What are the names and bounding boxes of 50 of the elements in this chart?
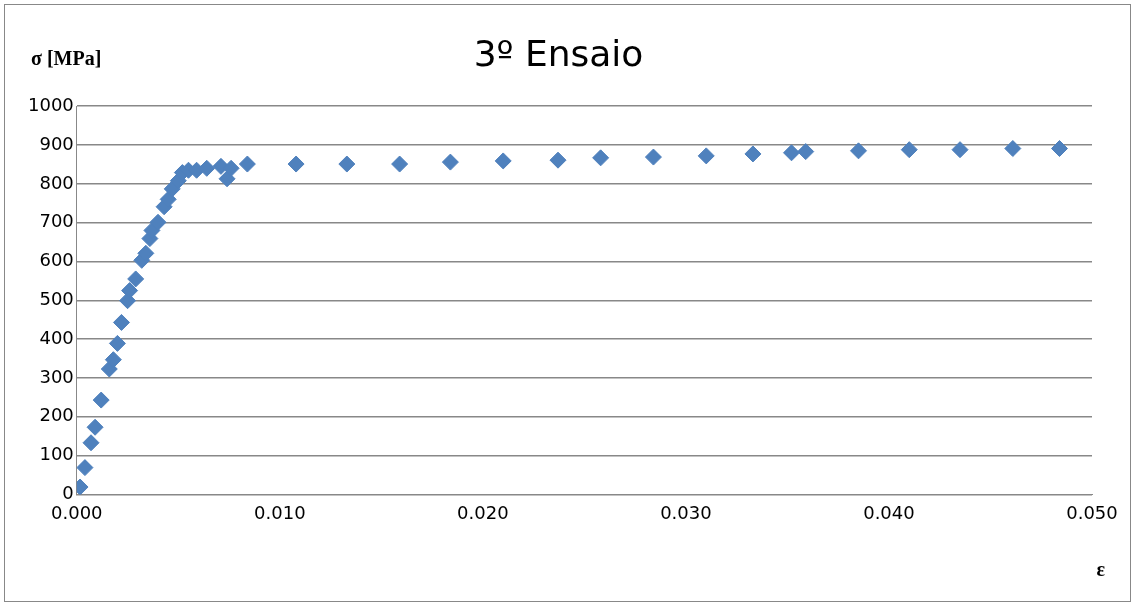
x-tick-label: 0.030 [660,501,712,523]
point [92,391,110,409]
point [1051,140,1069,158]
y-tick-label: 500 [39,287,74,309]
point [198,159,216,177]
point [127,270,145,288]
y-tick-label: 800 [39,171,74,193]
y-tick-label: 400 [39,326,74,348]
point [951,141,969,159]
point [900,141,918,159]
point [441,153,459,171]
y-tick-label: 700 [39,210,74,232]
point [82,434,100,452]
y-tick-label: 600 [39,249,74,271]
point [494,152,512,170]
point [218,170,236,188]
y-tick-label: 100 [39,443,74,465]
point [850,142,868,160]
y-tick-label: 1000 [28,93,74,115]
x-tick-label: 0.000 [51,501,103,523]
point [644,148,662,166]
y-tick-label: 300 [39,365,74,387]
point [287,155,305,173]
point [797,143,815,161]
point [592,149,610,167]
x-tick-label: 0.040 [863,501,915,523]
point [159,190,177,208]
point [783,144,800,162]
y-tick-label: 0 [62,482,74,504]
x-axis-title: ε [1096,558,1106,581]
y-tick-label: 200 [39,404,74,426]
x-tick-label: 0.020 [457,501,509,523]
point [744,145,762,163]
point [104,351,122,369]
point [238,155,256,173]
point [86,418,104,436]
point [697,147,715,165]
point [76,459,94,477]
point [549,151,567,169]
x-tick-label: 0.010 [254,501,306,523]
y-axis-title: σ [MPa] [31,47,102,70]
point [391,155,409,173]
point [338,155,356,173]
y-tick-label: 900 [39,132,74,154]
point [1004,140,1022,158]
x-tick-label: 0.050 [1066,501,1118,523]
point [149,213,167,231]
chart-title: 3º Ensaio [473,32,644,74]
point [112,313,130,331]
point [108,334,126,352]
